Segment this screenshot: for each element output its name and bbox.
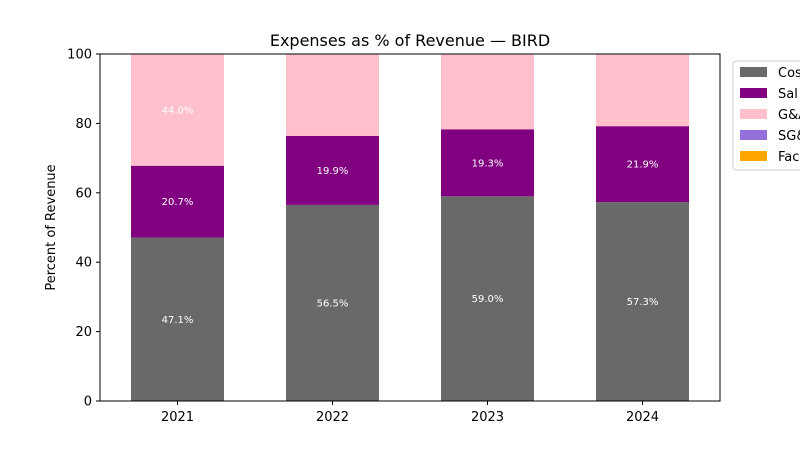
bar-2023-series-1 [441, 129, 534, 197]
legend-swatch [740, 109, 767, 119]
plot-frame [99, 53, 721, 402]
y-tick-label: 80 [75, 117, 92, 132]
bars-group [131, 54, 689, 401]
legend: Cos Sal G&A SG&Fac [732, 60, 800, 171]
bar-value-label: 56.5% [317, 298, 349, 309]
x-tick-label: 2022 [316, 410, 349, 425]
bar-2022-series-0 [286, 204, 379, 401]
bar-value-label: 19.3% [472, 158, 504, 169]
bar-value-label: 44.0% [162, 105, 194, 116]
bar-2024-series-2 [596, 54, 689, 127]
y-axis: 0 20 40 60 80 100 [67, 48, 100, 410]
legend-swatch [740, 151, 767, 161]
bar-2022-series-2 [286, 54, 379, 136]
bar-2023-series-0 [441, 196, 534, 401]
y-axis-label: Percent of Revenue [44, 164, 59, 290]
x-tick-label: 2021 [161, 410, 194, 425]
bar-value-label: 20.7% [162, 197, 194, 208]
plot-area: 47.1% 20.7% 44.0% 56.5% 19.9% 59.0% 19.3% 57.3%… [99, 53, 721, 402]
y-tick-label: 100 [67, 48, 92, 63]
legend-swatch [740, 88, 767, 98]
bar-labels-group: 47.1% 20.7% 44.0% 56.5% 19.9% 59.0% 19.3% 57.3%… [162, 105, 659, 325]
legend-label: Sal [778, 87, 798, 102]
x-axis: 2021 2022 2023 2024 [161, 401, 659, 425]
bar-2021-series-1 [131, 165, 224, 238]
bar-value-label: 19.9% [317, 166, 349, 177]
bar-2023-series-2 [441, 54, 534, 130]
bar-2024-series-1 [596, 126, 689, 203]
bar-2021-series-2 [131, 54, 224, 166]
legend-label: Cos [778, 66, 800, 81]
bar-2022-series-1 [286, 135, 379, 205]
y-tick-label: 40 [75, 256, 92, 271]
bar-value-label: 59.0% [472, 294, 504, 305]
y-tick-label: 60 [75, 186, 92, 201]
x-tick-label: 2023 [471, 410, 504, 425]
bar-2024-series-0 [596, 202, 689, 401]
legend-label: G&A [778, 108, 800, 123]
y-tick-label: 0 [84, 395, 92, 410]
y-tick-label: 20 [75, 325, 92, 340]
x-tick-label: 2024 [626, 410, 659, 425]
legend-swatch [740, 67, 767, 77]
chart-title: Expenses as % of Revenue — BIRD [270, 31, 550, 50]
bar-value-label: 57.3% [627, 297, 659, 308]
bar-value-label: 21.9% [627, 160, 659, 171]
bar-2021-series-0 [131, 237, 224, 401]
legend-swatch [740, 130, 767, 140]
legend-label: Fac [778, 150, 799, 165]
legend-label: SG& [778, 129, 800, 144]
bar-value-label: 47.1% [162, 315, 194, 326]
